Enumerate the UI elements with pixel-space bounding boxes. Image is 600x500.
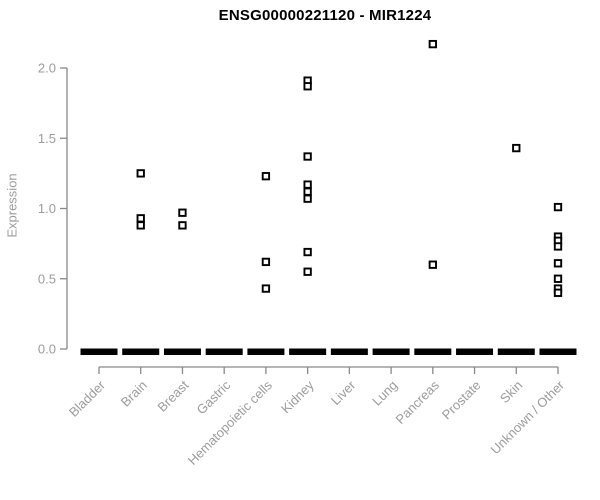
data-point — [303, 180, 312, 189]
x-tick-label: Unknown / Other — [488, 377, 568, 457]
zero-expression-bar — [122, 348, 160, 355]
zero-expression-bar — [205, 348, 243, 355]
zero-expression-bar — [414, 348, 452, 355]
data-point — [553, 242, 563, 251]
y-tick-label: 0.0 — [38, 342, 56, 357]
x-tick-label: Kidney — [278, 377, 317, 416]
zero-expression-bar — [497, 348, 535, 355]
data-point — [261, 172, 271, 181]
data-point — [178, 221, 187, 230]
data-point — [261, 284, 271, 293]
zero-expression-bar — [372, 348, 410, 355]
x-tick-label: Gastric — [194, 377, 234, 417]
data-point — [303, 152, 312, 161]
data-point — [428, 39, 437, 49]
x-tick-label: Brain — [118, 378, 150, 410]
data-point — [261, 257, 271, 267]
x-tick-label: Breast — [154, 377, 191, 414]
data-point — [553, 202, 563, 212]
x-tick-label: Bladder — [66, 377, 109, 420]
x-tick-label: Prostate — [439, 378, 484, 423]
x-tick-label: Lung — [369, 378, 400, 409]
data-point — [178, 208, 187, 217]
data-point — [303, 247, 312, 257]
data-point — [428, 260, 437, 269]
zero-expression-bar — [330, 348, 368, 355]
data-point — [303, 267, 312, 276]
y-tick-label: 1.5 — [38, 131, 56, 146]
y-tick-label: 2.0 — [38, 61, 56, 76]
zero-expression-bar — [456, 348, 494, 355]
x-tick-label: Liver — [328, 377, 359, 408]
zero-expression-bar — [247, 348, 285, 355]
x-tick-label: Skin — [497, 378, 525, 406]
zero-expression-bar — [539, 348, 577, 355]
data-point — [512, 143, 521, 153]
chart-title: ENSG00000221120 - MIR1224 — [218, 7, 432, 24]
data-point — [553, 288, 563, 297]
data-point — [303, 82, 312, 91]
data-point — [136, 169, 145, 178]
data-point — [136, 214, 145, 223]
zero-expression-bar — [289, 348, 327, 355]
data-point — [303, 187, 312, 196]
data-point — [136, 221, 145, 230]
data-point — [303, 194, 312, 203]
zero-expression-bar — [163, 348, 201, 355]
zero-expression-bar — [80, 348, 118, 355]
y-tick-label: 1.0 — [38, 201, 56, 216]
data-point — [553, 274, 563, 283]
data-point — [553, 259, 563, 268]
y-tick-label: 0.5 — [38, 271, 56, 286]
x-tick-label: Pancreas — [392, 377, 442, 427]
